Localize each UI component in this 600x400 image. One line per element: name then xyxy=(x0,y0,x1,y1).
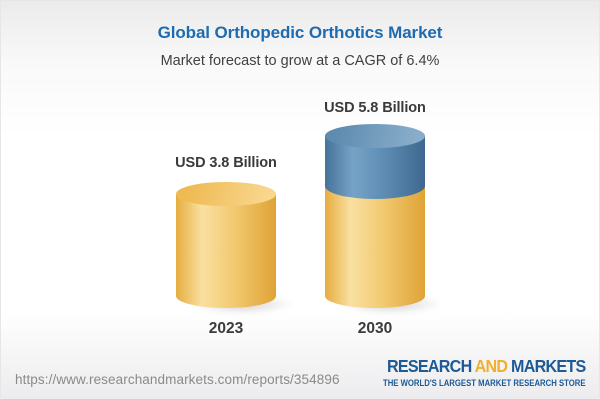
research-and-markets-logo: RESEARCH AND MARKETS THE WORLD'S LARGEST… xyxy=(350,356,586,389)
logo-tagline: THE WORLD'S LARGEST MARKET RESEARCH STOR… xyxy=(382,378,585,389)
bar-2023-value-label: USD 3.8 Billion xyxy=(175,155,277,171)
bar-2030-cylinder xyxy=(325,124,443,315)
bar-2023-cap xyxy=(176,182,276,206)
logo-word-markets: MARKETS xyxy=(510,356,586,376)
x-axis-label-2030: 2030 xyxy=(357,320,393,337)
chart-subtitle: Market forecast to grow at a CAGR of 6.4… xyxy=(160,53,440,69)
logo-word-research: RESEARCH xyxy=(386,356,472,376)
logo-wordmark: RESEARCH AND MARKETS xyxy=(368,356,586,376)
bar-2030-cap xyxy=(325,124,425,148)
bar-2023-cylinder xyxy=(176,182,294,315)
bar-2023-segment-base xyxy=(176,194,276,308)
x-axis-label-2023: 2023 xyxy=(208,320,244,337)
source-url: https://www.researchandmarkets.com/repor… xyxy=(15,372,340,387)
logo-word-and: AND xyxy=(474,356,507,376)
bar-2030-segment-base xyxy=(325,186,425,308)
bar-2030-value-label: USD 5.8 Billion xyxy=(324,100,426,116)
chart-title: Global Orthopedic Orthotics Market xyxy=(157,23,443,42)
